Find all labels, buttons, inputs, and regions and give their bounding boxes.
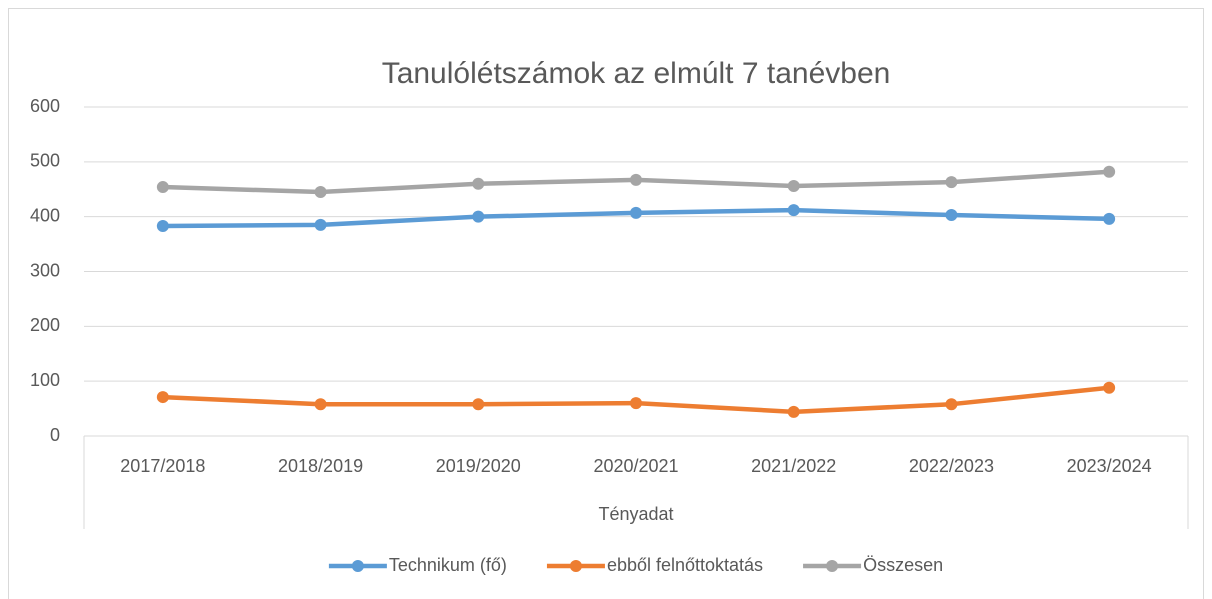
legend-label: Technikum (fő) (389, 555, 507, 575)
x-tick-label: 2019/2020 (436, 456, 521, 476)
point (156, 391, 169, 404)
y-tick-label: 0 (50, 425, 60, 445)
point (787, 179, 800, 192)
point (787, 405, 800, 418)
point (1103, 381, 1116, 394)
point (945, 398, 958, 411)
point (630, 397, 642, 410)
point (472, 177, 485, 190)
x-tick-label: 2018/2019 (278, 456, 363, 476)
y-tick-label: 300 (30, 260, 60, 280)
y-tick-label: 100 (30, 370, 60, 390)
x-tick-label: 2017/2018 (120, 456, 205, 476)
point (945, 176, 958, 189)
point (314, 398, 327, 411)
chart-title: Tanulólétszámok az elmúlt 7 tanévben (382, 57, 891, 90)
point (787, 204, 800, 217)
x-tick-label: 2021/2022 (751, 456, 836, 476)
point (1103, 212, 1116, 225)
legend-marker (351, 560, 364, 572)
y-tick-label: 400 (30, 205, 60, 225)
legend-marker (569, 560, 582, 572)
x-tick-label: 2020/2021 (593, 456, 678, 476)
y-tick-label: 200 (30, 315, 60, 335)
x-tick-label: 2023/2024 (1067, 456, 1152, 476)
point (156, 219, 169, 232)
y-tick-label: 500 (30, 151, 60, 171)
y-tick-label: 600 (30, 96, 60, 116)
point (945, 209, 958, 222)
point (314, 218, 327, 231)
point (630, 173, 642, 186)
point (156, 181, 169, 194)
point (1103, 165, 1116, 178)
point (630, 206, 642, 219)
legend-marker (826, 560, 839, 572)
x-tick-label: 2022/2023 (909, 456, 994, 476)
legend-label: ebből felnőttoktatás (607, 555, 763, 575)
point (314, 185, 327, 198)
point (472, 398, 485, 411)
legend-label: Összesen (863, 555, 943, 575)
point (472, 210, 485, 223)
x-axis-title: Tényadat (598, 504, 673, 524)
